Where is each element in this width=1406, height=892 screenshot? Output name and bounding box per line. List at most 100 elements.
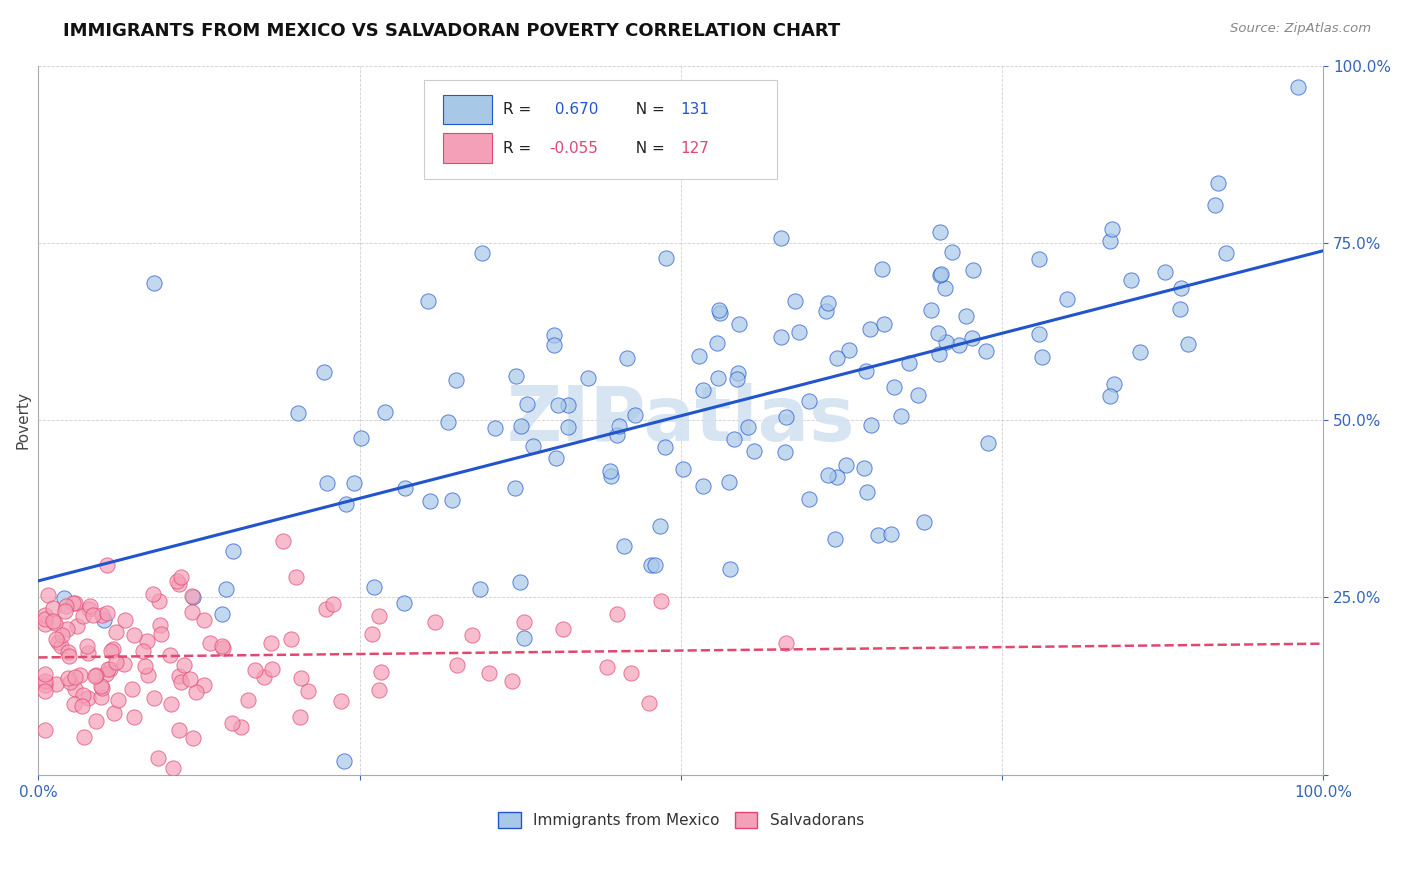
Point <box>935 334 957 349</box>
Text: 127: 127 <box>681 141 710 156</box>
Point <box>53 604 76 618</box>
Point <box>114 613 136 627</box>
Point <box>148 750 170 764</box>
Point <box>34 723 56 738</box>
Point <box>709 302 731 317</box>
Point <box>360 627 382 641</box>
Point <box>63 670 86 684</box>
Point <box>1206 176 1229 190</box>
Point <box>253 670 276 684</box>
Point <box>416 294 439 309</box>
Point <box>866 528 889 542</box>
Point <box>948 337 970 351</box>
Point <box>770 231 793 245</box>
Point <box>880 526 903 541</box>
Point <box>1286 79 1309 94</box>
Point <box>63 681 86 696</box>
Point <box>167 723 190 738</box>
Point <box>825 351 848 365</box>
Point <box>59 675 82 690</box>
Point <box>107 692 129 706</box>
Point <box>773 445 796 459</box>
Point <box>72 689 94 703</box>
Point <box>98 662 121 676</box>
Point <box>100 643 122 657</box>
Point <box>446 657 468 672</box>
Point <box>56 645 79 659</box>
Point <box>72 730 94 744</box>
Point <box>136 667 159 681</box>
Point <box>468 582 491 596</box>
Point <box>859 417 882 432</box>
Point <box>606 607 628 621</box>
Point <box>503 481 526 495</box>
Text: 0.670: 0.670 <box>550 102 598 117</box>
Point <box>221 716 243 731</box>
Point <box>644 558 666 572</box>
Point <box>600 469 623 483</box>
Point <box>599 464 621 478</box>
Point <box>370 665 392 679</box>
Point <box>522 440 544 454</box>
Point <box>55 599 77 613</box>
Point <box>162 761 184 775</box>
Point <box>259 636 281 650</box>
Point <box>84 669 107 683</box>
Point <box>648 518 671 533</box>
Point <box>96 558 118 572</box>
Point <box>93 613 115 627</box>
Point <box>34 616 56 631</box>
Point <box>34 674 56 689</box>
Point <box>243 663 266 677</box>
Point <box>142 587 165 601</box>
Point <box>672 462 695 476</box>
Text: Source: ZipAtlas.com: Source: ZipAtlas.com <box>1230 22 1371 36</box>
Point <box>423 615 446 629</box>
Point <box>167 577 190 591</box>
Point <box>1177 336 1199 351</box>
Point <box>977 436 1000 450</box>
Point <box>63 596 86 610</box>
Point <box>717 475 740 489</box>
Point <box>1215 245 1237 260</box>
Point <box>960 331 983 345</box>
Point <box>817 467 839 482</box>
Point <box>132 644 155 658</box>
Point <box>927 326 949 341</box>
Point <box>211 641 233 656</box>
Point <box>920 303 942 318</box>
Point <box>34 683 56 698</box>
Point <box>135 634 157 648</box>
Point <box>814 303 837 318</box>
Point <box>769 330 792 344</box>
Point <box>557 398 579 412</box>
Point <box>914 515 936 529</box>
Point <box>797 393 820 408</box>
Point <box>271 533 294 548</box>
Point <box>284 569 307 583</box>
Point <box>41 614 63 628</box>
Point <box>143 690 166 705</box>
Text: IMMIGRANTS FROM MEXICO VS SALVADORAN POVERTY CORRELATION CHART: IMMIGRANTS FROM MEXICO VS SALVADORAN POV… <box>63 22 841 40</box>
Point <box>606 427 628 442</box>
Point <box>501 673 523 688</box>
Point <box>1129 344 1152 359</box>
Point <box>394 481 416 495</box>
Point <box>440 492 463 507</box>
Point <box>551 623 574 637</box>
Point <box>56 671 79 685</box>
Point <box>1121 273 1143 287</box>
Point <box>45 676 67 690</box>
Point <box>34 612 56 626</box>
Point <box>419 493 441 508</box>
Point <box>882 380 904 394</box>
Y-axis label: Poverty: Poverty <box>15 392 30 450</box>
Point <box>56 622 79 636</box>
Point <box>929 225 952 239</box>
Point <box>543 327 565 342</box>
FancyBboxPatch shape <box>423 79 778 179</box>
Text: 131: 131 <box>681 102 710 117</box>
Point <box>51 627 73 641</box>
Point <box>79 599 101 613</box>
Point <box>727 367 749 381</box>
